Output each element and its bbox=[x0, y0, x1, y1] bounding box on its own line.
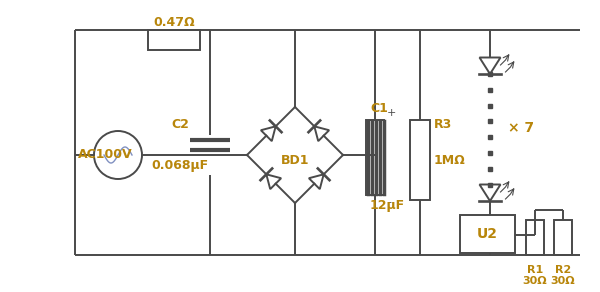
Text: BD1: BD1 bbox=[281, 154, 309, 166]
Text: 1MΩ: 1MΩ bbox=[434, 154, 466, 166]
Text: R3: R3 bbox=[434, 119, 452, 131]
Text: × 7: × 7 bbox=[508, 121, 534, 135]
Bar bbox=[410, 120, 430, 200]
Bar bbox=[460, 215, 515, 253]
Text: 0.47Ω: 0.47Ω bbox=[153, 15, 195, 29]
Text: R1: R1 bbox=[527, 265, 543, 275]
Text: C1: C1 bbox=[370, 102, 388, 114]
Bar bbox=[366, 120, 384, 195]
Bar bbox=[554, 220, 572, 255]
Text: R2: R2 bbox=[555, 265, 571, 275]
Text: AC100V: AC100V bbox=[78, 149, 133, 161]
Bar bbox=[148, 30, 200, 50]
Bar bbox=[526, 220, 544, 255]
Text: C2: C2 bbox=[171, 119, 189, 131]
Text: +: + bbox=[387, 108, 397, 118]
Text: 30Ω: 30Ω bbox=[551, 276, 575, 286]
Text: 0.068μF: 0.068μF bbox=[151, 159, 209, 171]
Text: -: - bbox=[387, 197, 391, 207]
Text: U2: U2 bbox=[477, 227, 498, 241]
Text: 12μF: 12μF bbox=[370, 199, 405, 211]
Text: 30Ω: 30Ω bbox=[523, 276, 547, 286]
